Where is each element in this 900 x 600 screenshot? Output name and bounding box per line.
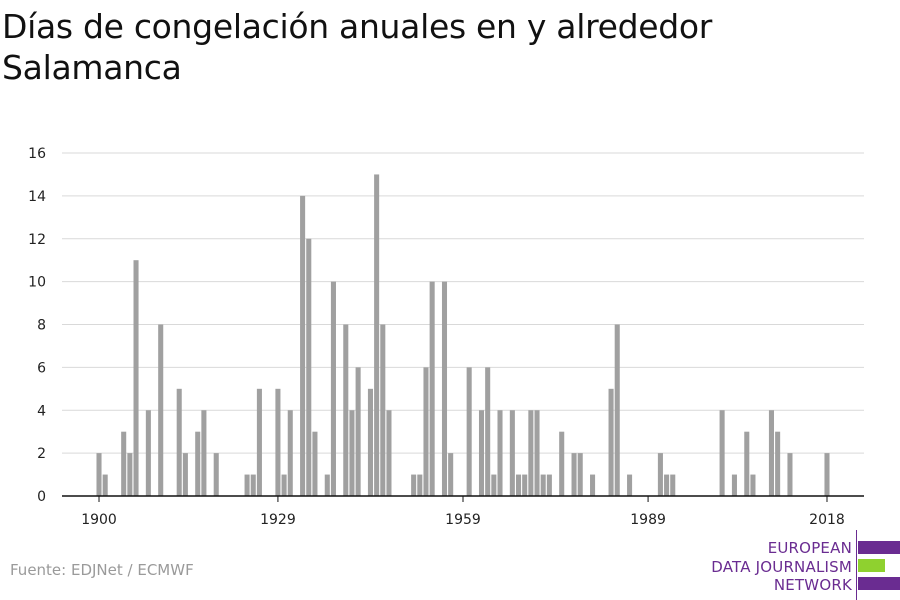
x-tick-label: 1989 — [630, 512, 666, 528]
bar — [256, 388, 262, 496]
bar — [182, 453, 188, 496]
bar — [571, 453, 577, 496]
bar — [744, 431, 750, 496]
bar — [775, 431, 781, 496]
bar — [374, 174, 380, 496]
bar — [491, 474, 497, 496]
x-tick-label: 1929 — [260, 512, 296, 528]
x-tick-label: 1959 — [445, 512, 481, 528]
bar — [787, 453, 793, 496]
bars — [96, 174, 830, 496]
bar — [559, 431, 565, 496]
bar — [423, 367, 429, 496]
bar — [127, 453, 133, 496]
bar — [522, 474, 528, 496]
bar — [664, 474, 670, 496]
bar — [768, 410, 774, 496]
bar — [195, 431, 201, 496]
bar — [540, 474, 546, 496]
bar — [577, 453, 583, 496]
bar — [312, 431, 318, 496]
bar — [657, 453, 663, 496]
y-tick-label: 14 — [28, 189, 46, 205]
bar — [244, 474, 250, 496]
bar — [380, 324, 386, 496]
bar — [300, 195, 306, 496]
bar — [102, 474, 108, 496]
bar — [349, 410, 355, 496]
x-tick-label: 2018 — [809, 512, 845, 528]
bar — [306, 238, 312, 496]
bar — [528, 410, 534, 496]
logo-bar-purple-top — [858, 541, 900, 554]
logo-bar-green — [858, 559, 885, 572]
bar — [417, 474, 423, 496]
bar — [497, 410, 503, 496]
bar — [176, 388, 182, 496]
bar — [121, 431, 127, 496]
y-tick-label: 12 — [28, 232, 46, 248]
bar — [614, 324, 620, 496]
bar — [355, 367, 361, 496]
bar — [534, 410, 540, 496]
edjnet-logo: EUROPEAN DATA JOURNALISM NETWORK — [700, 530, 900, 600]
bar — [546, 474, 552, 496]
axes — [62, 495, 864, 502]
bar — [731, 474, 737, 496]
bar — [343, 324, 349, 496]
bar — [608, 388, 614, 496]
bar — [429, 281, 435, 496]
y-tick-label: 4 — [37, 403, 46, 419]
bar — [485, 367, 491, 496]
bar — [627, 474, 633, 496]
bar — [590, 474, 596, 496]
bar — [466, 367, 472, 496]
bar — [275, 388, 281, 496]
y-tick-label: 10 — [28, 275, 46, 291]
bar — [386, 410, 392, 496]
y-tick-label: 2 — [37, 446, 46, 462]
gridlines — [62, 152, 864, 454]
logo-bar-purple-bottom — [858, 577, 900, 590]
bar — [250, 474, 256, 496]
bar — [133, 260, 139, 496]
source-note: Fuente: EDJNet / ECMWF — [10, 561, 194, 579]
y-tick-label: 6 — [37, 360, 46, 376]
bar — [330, 281, 336, 496]
bar — [201, 410, 207, 496]
bar — [96, 453, 102, 496]
bar — [670, 474, 676, 496]
bar — [213, 453, 219, 496]
logo-text-data-journalism: DATA JOURNALISM — [711, 558, 852, 576]
y-tick-label: 8 — [37, 318, 46, 334]
bar — [411, 474, 417, 496]
y-tick-label: 0 — [37, 489, 46, 505]
chart-title: Días de congelación anuales en y alreded… — [2, 7, 713, 87]
bar — [281, 474, 287, 496]
tick-labels: 0 2 4 6 8 10 12 14 16 1900 1929 1959 1989 2018 — [28, 146, 845, 528]
bar — [824, 453, 830, 496]
bar — [515, 474, 522, 496]
logo-text-network: NETWORK — [773, 576, 852, 594]
y-tick-label: 16 — [28, 146, 46, 162]
bar — [287, 410, 293, 496]
bar — [441, 281, 448, 496]
bar — [509, 410, 515, 496]
bar — [145, 410, 151, 496]
bar — [367, 388, 373, 496]
logo-text-european: EUROPEAN — [767, 539, 852, 557]
bar — [719, 410, 725, 496]
bar — [750, 474, 756, 496]
bar — [158, 324, 164, 496]
bar — [478, 410, 485, 496]
x-tick-label: 1900 — [81, 512, 117, 528]
bar — [324, 474, 330, 496]
logo-divider — [856, 530, 857, 600]
bar — [448, 453, 454, 496]
